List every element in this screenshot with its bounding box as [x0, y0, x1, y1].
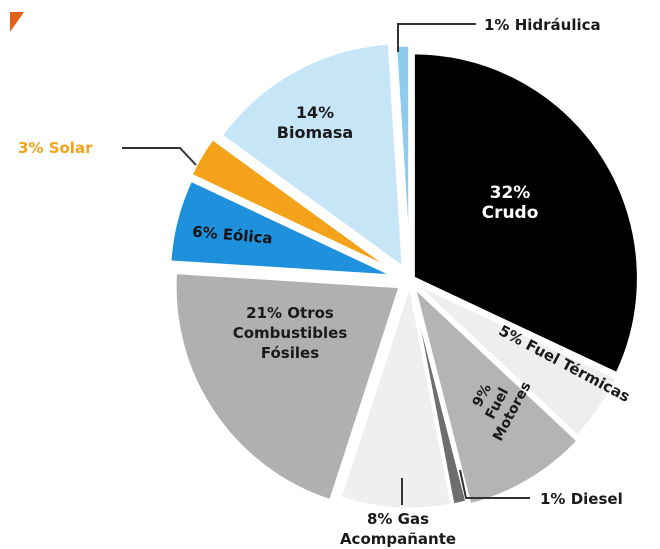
pie-slice-hidráulica — [393, 43, 412, 271]
pie-slice-fuel-motores — [411, 282, 581, 507]
pie-slice-biomasa — [219, 41, 405, 271]
pie-slice-fuel-térmicas — [412, 280, 619, 439]
pie-slice-crudo — [411, 51, 640, 376]
label-otros-line3: Fósiles — [261, 344, 319, 362]
label-gas-pct: 8% Gas — [367, 510, 429, 528]
label-otros-line1: 21% Otros — [246, 304, 334, 322]
leader-line-diesel — [459, 469, 530, 499]
pie-slices — [168, 41, 640, 511]
corner-accent-mark — [10, 12, 24, 32]
pie-slice-otros-combustibles-fósiles — [173, 271, 403, 503]
leader-line-solar — [122, 147, 197, 166]
label-crudo-name: Crudo — [482, 203, 539, 223]
label-biomasa-pct: 14% — [296, 103, 334, 122]
leader-line-hidraulica — [397, 23, 476, 52]
label-otros-line2: Combustibles — [233, 324, 348, 342]
label-diesel: 1% Diesel — [540, 490, 623, 508]
pie-slice-gas-acompañante — [338, 283, 454, 511]
pie-slice-solar — [188, 136, 396, 273]
label-hidraulica: 1% Hidráulica — [484, 16, 601, 34]
pie-slice-eólica — [168, 178, 396, 278]
label-eolica: 6% Eólica — [192, 223, 274, 248]
label-gas-name: Acompañante — [340, 530, 456, 548]
label-crudo-pct: 32% — [490, 183, 531, 203]
label-solar: 3% Solar — [18, 139, 93, 157]
leader-lines — [122, 23, 530, 505]
label-biomasa-name: Biomasa — [277, 123, 353, 142]
